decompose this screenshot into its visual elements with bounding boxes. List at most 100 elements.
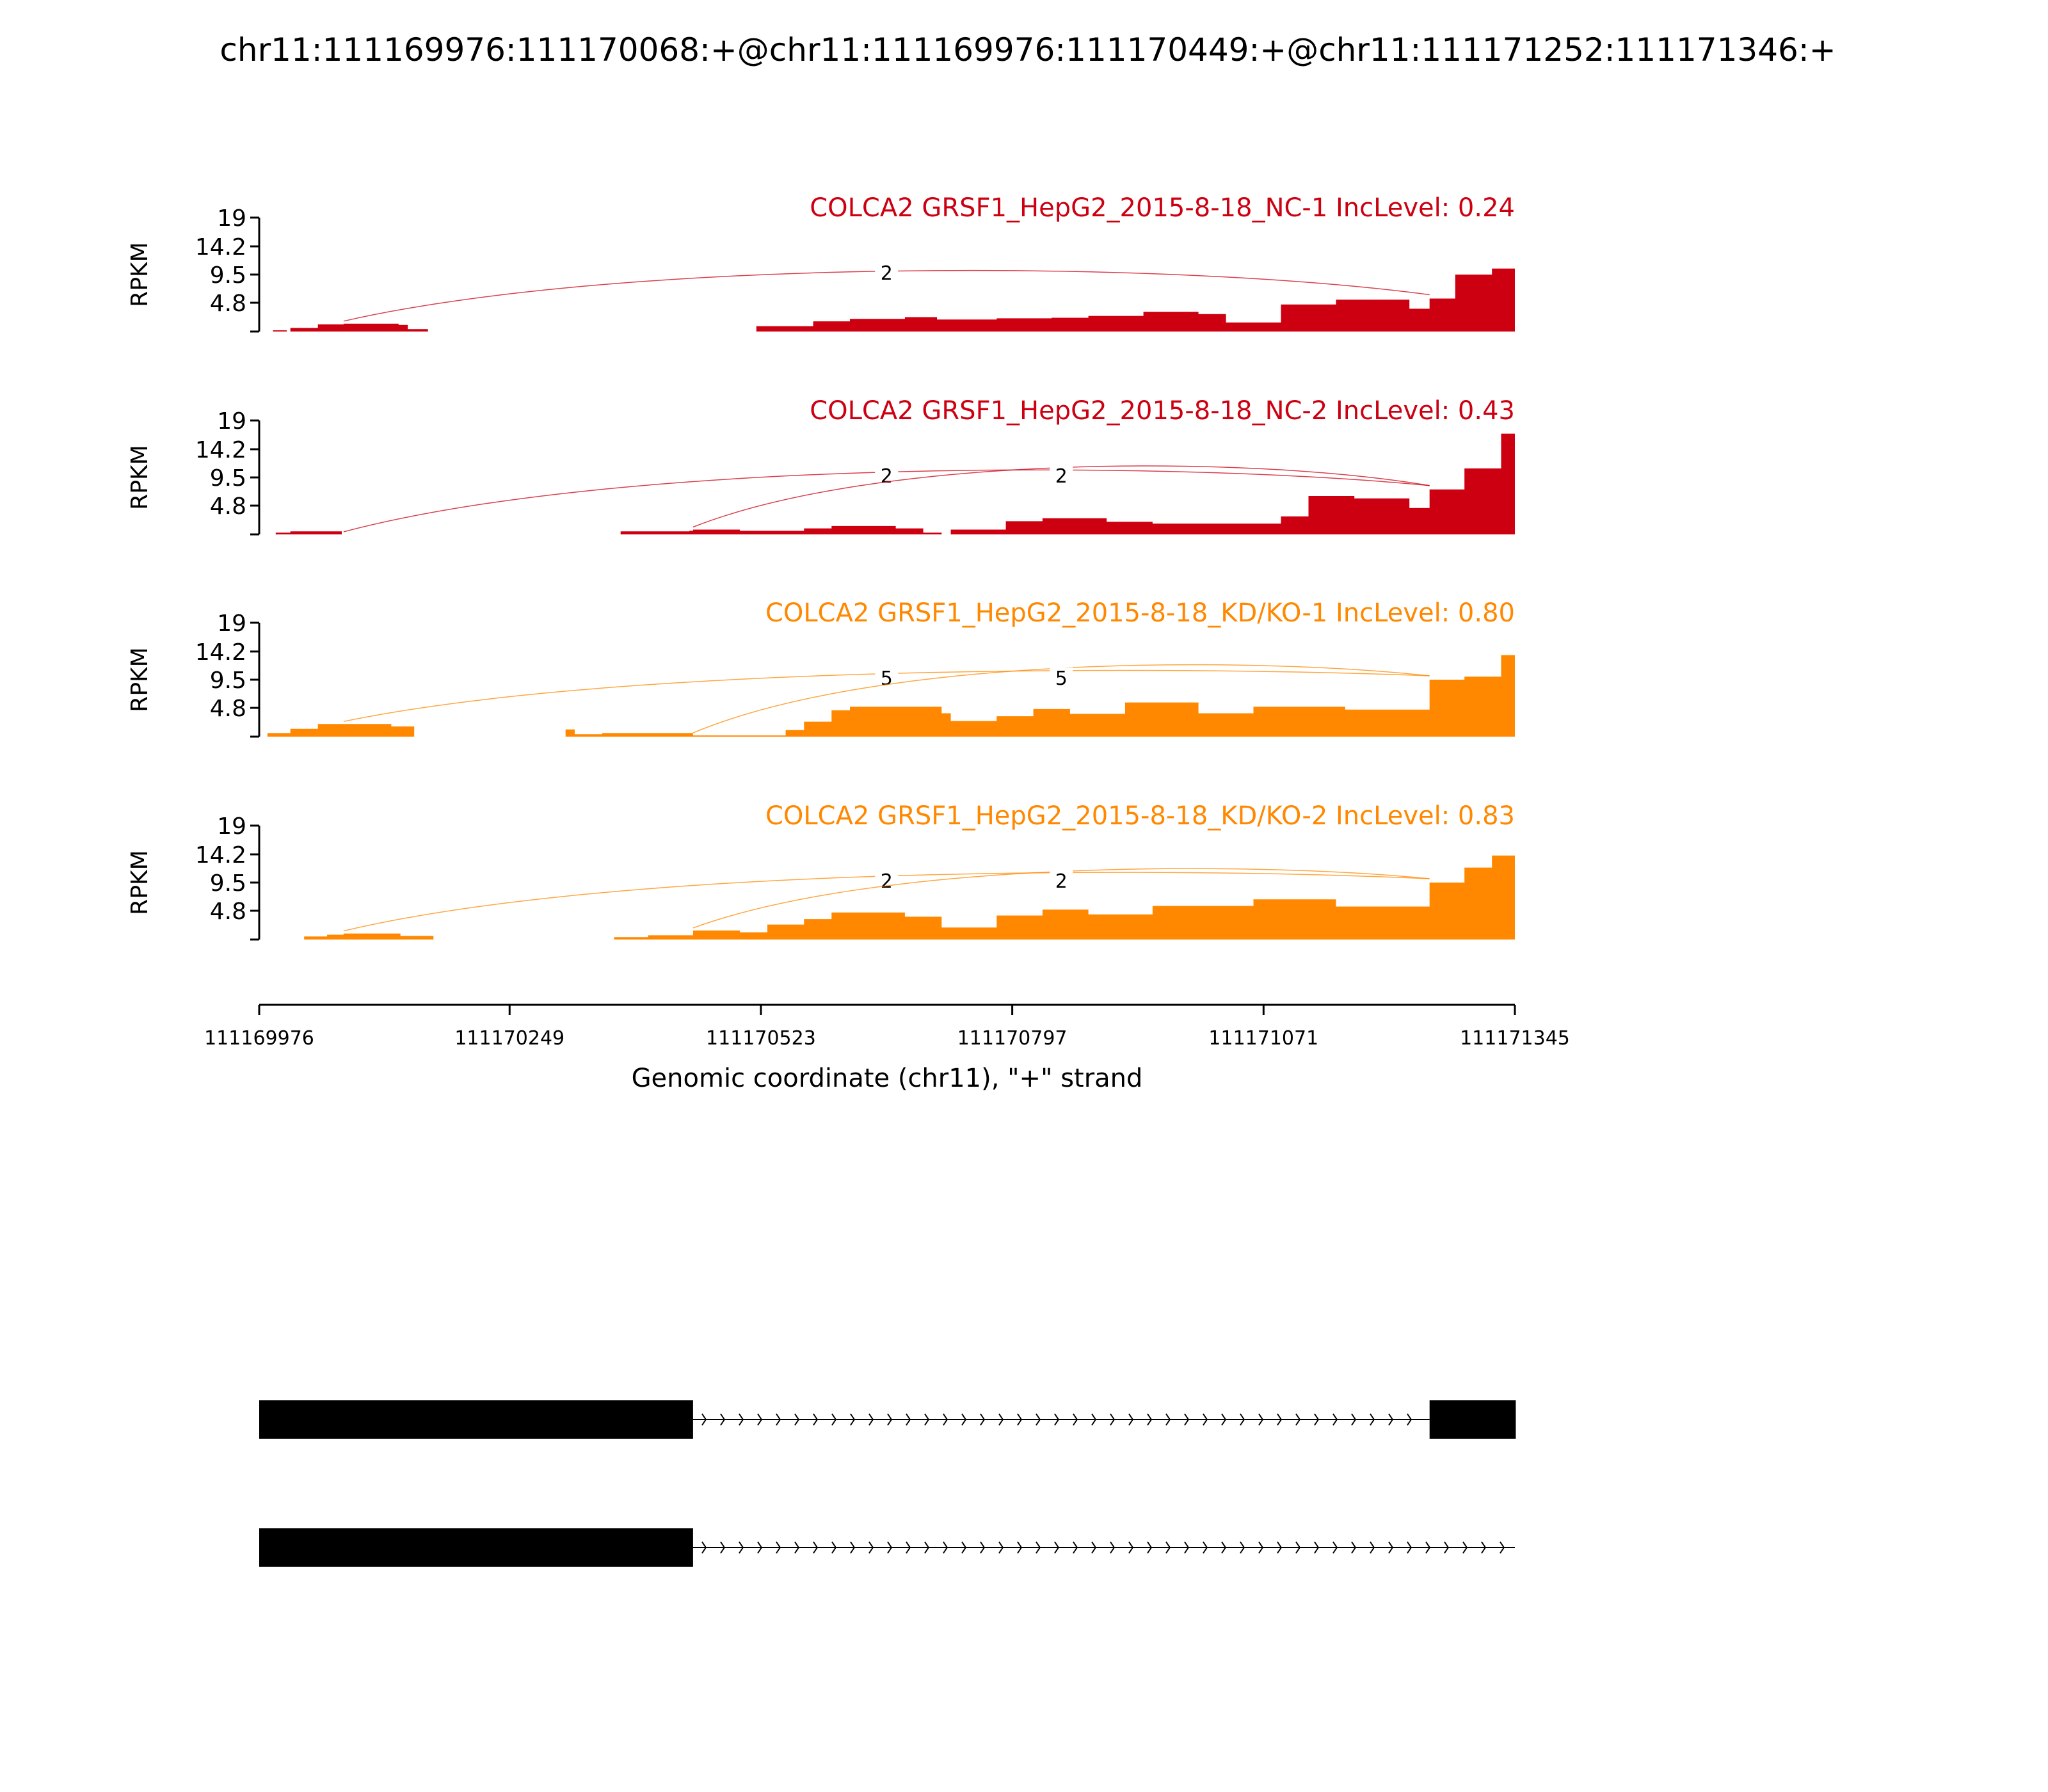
- strand-arrow: [998, 1413, 1004, 1426]
- strand-arrow: [1221, 1413, 1227, 1426]
- strand-arrow: [868, 1541, 874, 1554]
- exon-block: [1429, 1400, 1516, 1439]
- strand-arrow: [1444, 1541, 1450, 1554]
- y-axis-label: RPKM: [127, 445, 153, 509]
- strand-arrow: [906, 1541, 911, 1554]
- junction-label-bg: [1050, 465, 1073, 487]
- track-title: COLCA2 GRSF1_HepG2_2015-8-18_NC-1 IncLev…: [810, 193, 1515, 223]
- y-axis-label: RPKM: [127, 242, 153, 307]
- strand-arrow: [1332, 1541, 1338, 1554]
- y-tick-label: 9.5: [210, 262, 246, 289]
- y-tick-label: 19: [217, 408, 246, 435]
- strand-arrow: [1128, 1541, 1134, 1554]
- junction-label-bg: [1050, 668, 1073, 689]
- strand-arrow: [868, 1413, 874, 1426]
- strand-arrow: [850, 1541, 856, 1554]
- strand-arrow: [1314, 1413, 1320, 1426]
- strand-arrow: [1314, 1541, 1320, 1554]
- strand-arrow: [1054, 1413, 1060, 1426]
- strand-arrow: [1128, 1413, 1134, 1426]
- coverage-area: [259, 433, 1515, 534]
- isoform-track: [259, 1400, 1516, 1567]
- strand-arrow: [1091, 1413, 1097, 1426]
- strand-arrow: [980, 1413, 986, 1426]
- y-tick-label: 14.2: [195, 842, 246, 868]
- strand-arrow: [739, 1541, 744, 1554]
- strand-arrow: [1277, 1541, 1283, 1554]
- y-tick-label: 19: [217, 205, 246, 232]
- strand-arrow: [1147, 1541, 1153, 1554]
- y-tick-label: 19: [217, 611, 246, 637]
- strand-arrow: [1017, 1413, 1023, 1426]
- strand-arrow: [943, 1413, 948, 1426]
- strand-arrow: [1221, 1541, 1227, 1554]
- strand-arrow: [1425, 1541, 1431, 1554]
- y-tick-label: 4.8: [210, 899, 246, 925]
- strand-arrow: [906, 1413, 911, 1426]
- y-tick-label: 4.8: [210, 291, 246, 317]
- strand-arrow: [961, 1541, 967, 1554]
- strand-arrow: [1110, 1413, 1116, 1426]
- strand-arrow: [1500, 1541, 1505, 1554]
- strand-arrow: [1388, 1413, 1394, 1426]
- strand-arrow: [794, 1413, 800, 1426]
- strand-arrow: [1462, 1541, 1468, 1554]
- track-title: COLCA2 GRSF1_HepG2_2015-8-18_NC-2 IncLev…: [810, 396, 1515, 426]
- strand-arrow: [1295, 1541, 1301, 1554]
- strand-arrow: [1240, 1413, 1245, 1426]
- y-tick-label: 9.5: [210, 668, 246, 694]
- strand-arrow: [1017, 1541, 1023, 1554]
- strand-arrow: [1481, 1541, 1487, 1554]
- strand-arrow: [1184, 1541, 1190, 1554]
- y-tick-label: 14.2: [195, 437, 246, 463]
- y-axis-label: RPKM: [127, 850, 153, 915]
- strand-arrow: [831, 1541, 837, 1554]
- strand-arrow: [1258, 1413, 1264, 1426]
- strand-arrow: [887, 1413, 893, 1426]
- strand-arrow: [943, 1541, 948, 1554]
- y-axis-label: RPKM: [127, 647, 153, 712]
- y-tick-label: 9.5: [210, 465, 246, 492]
- y-tick-label: 4.8: [210, 696, 246, 722]
- y-tick-label: 14.2: [195, 234, 246, 260]
- strand-arrow: [1240, 1541, 1245, 1554]
- strand-arrow: [776, 1413, 781, 1426]
- strand-arrow: [961, 1413, 967, 1426]
- strand-arrow: [794, 1541, 800, 1554]
- strand-arrow: [1054, 1541, 1060, 1554]
- track-title: COLCA2 GRSF1_HepG2_2015-8-18_KD/KO-2 Inc…: [765, 801, 1515, 831]
- coverage-area: [259, 655, 1515, 737]
- junction-count-label: 2: [1055, 465, 1068, 488]
- strand-arrow: [887, 1541, 893, 1554]
- y-tick-label: 9.5: [210, 870, 246, 897]
- coverage-area: [259, 855, 1515, 940]
- junction-count-label: 5: [1055, 668, 1068, 690]
- strand-arrow: [924, 1541, 930, 1554]
- strand-arrow: [1388, 1541, 1394, 1554]
- strand-arrow: [1036, 1541, 1041, 1554]
- exon-block: [259, 1528, 693, 1567]
- coverage-area: [259, 264, 1515, 332]
- strand-arrow: [1258, 1541, 1264, 1554]
- strand-arrow: [1407, 1541, 1412, 1554]
- y-tick-label: 19: [217, 813, 246, 840]
- strand-arrow: [1073, 1541, 1078, 1554]
- strand-arrow: [1073, 1413, 1078, 1426]
- strand-arrow: [1407, 1413, 1412, 1426]
- strand-arrow: [1147, 1413, 1153, 1426]
- strand-arrow: [701, 1413, 707, 1426]
- strand-arrow: [1295, 1413, 1301, 1426]
- junction-count-label: 2: [881, 465, 893, 488]
- isoform-1: [259, 1400, 1516, 1439]
- strand-arrow: [701, 1541, 707, 1554]
- junction-label-bg: [875, 262, 899, 284]
- junction-count-label: 5: [881, 668, 893, 690]
- strand-arrow: [1351, 1541, 1357, 1554]
- strand-arrow: [1165, 1541, 1171, 1554]
- x-tick-label: 111171345: [1460, 1027, 1570, 1050]
- strand-arrow: [980, 1541, 986, 1554]
